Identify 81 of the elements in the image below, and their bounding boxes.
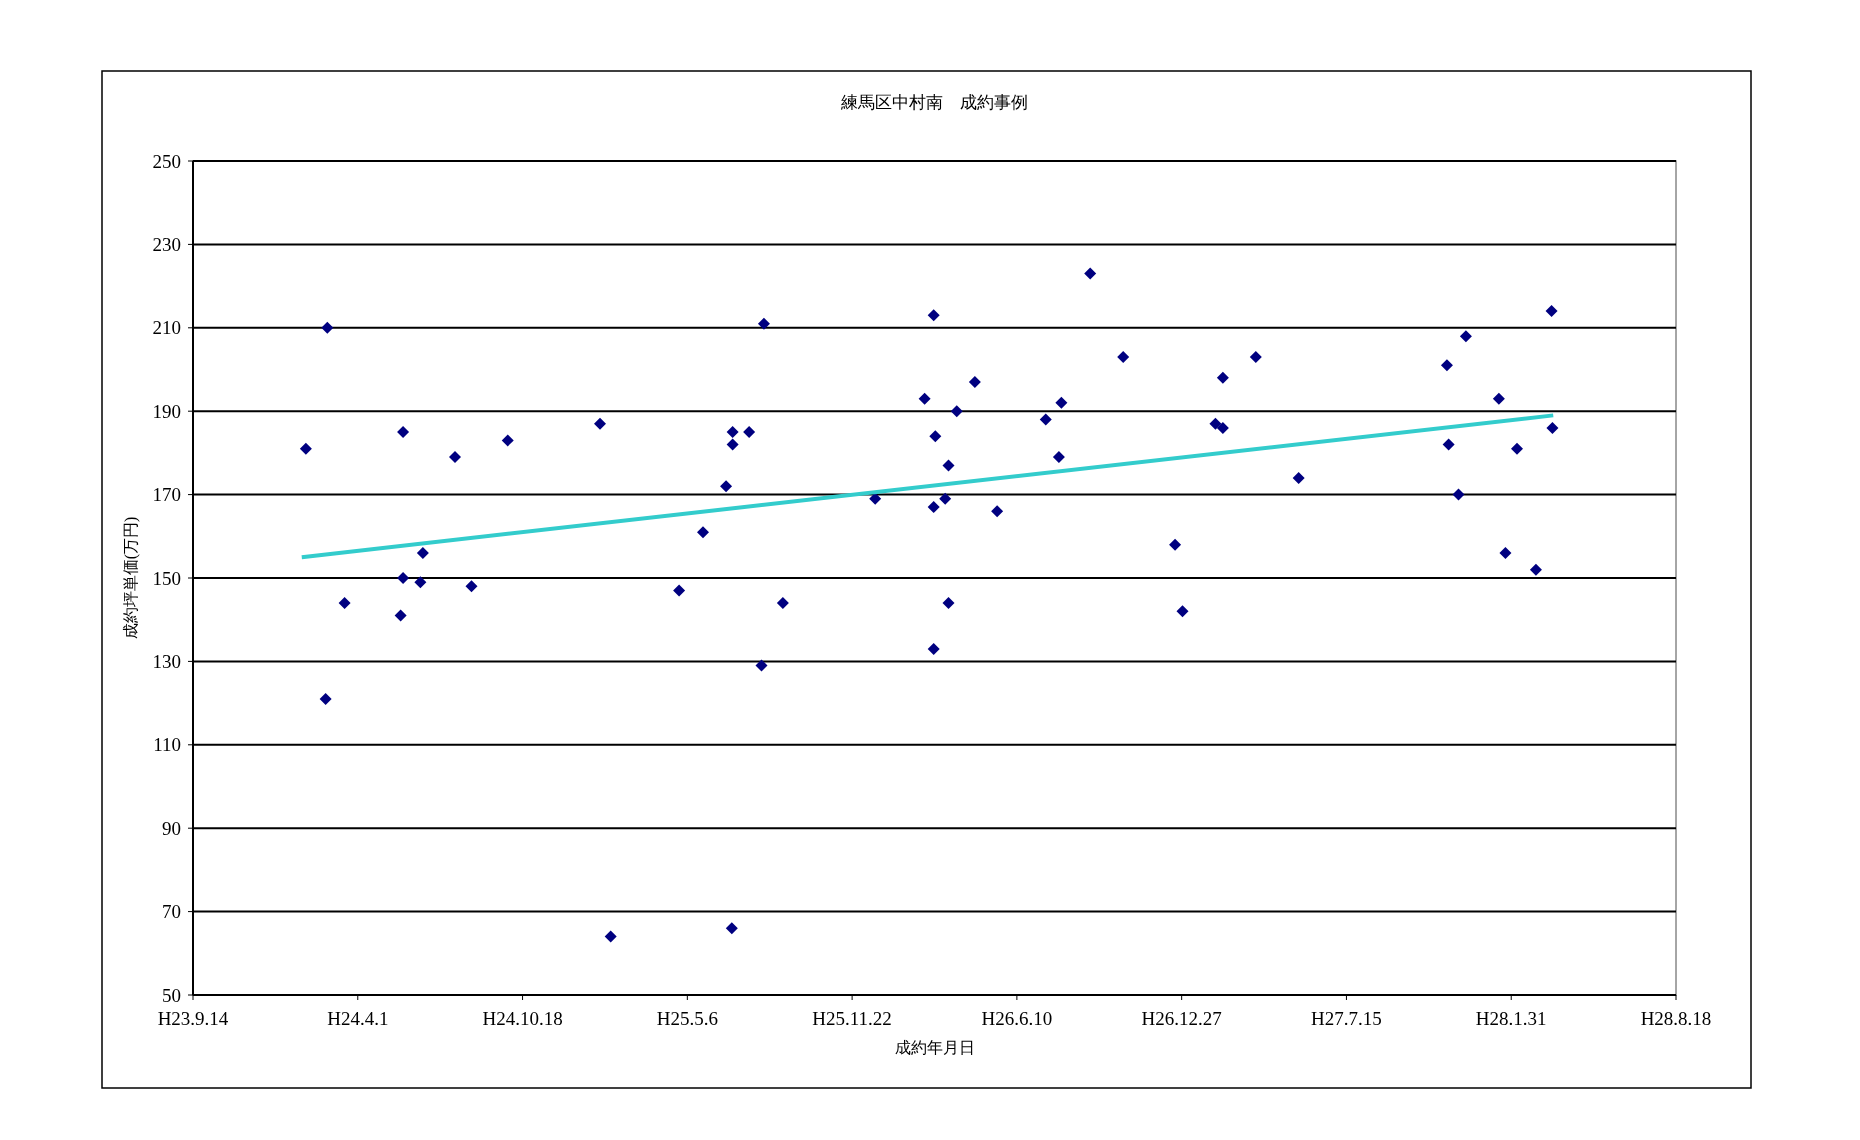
- point: [1499, 546, 1512, 559]
- point: [1176, 605, 1189, 618]
- point: [929, 430, 942, 443]
- point: [1117, 350, 1130, 363]
- point: [416, 546, 429, 559]
- y-tick-label: 150: [152, 567, 181, 589]
- point: [449, 451, 461, 464]
- point: [1452, 488, 1465, 501]
- point: [1055, 396, 1068, 409]
- point: [501, 434, 514, 447]
- point: [1529, 563, 1542, 576]
- x-tick-label: H26.6.10: [981, 1008, 1053, 1029]
- x-tick-label: H26.12.27: [1141, 1008, 1222, 1029]
- point: [299, 442, 312, 455]
- y-tick-label: 250: [152, 150, 181, 172]
- x-tick-label: H23.9.14: [157, 1008, 229, 1029]
- point: [1442, 438, 1455, 451]
- x-tick-label: H25.11.22: [812, 1008, 892, 1029]
- x-tick-label: H25.5.6: [656, 1008, 718, 1029]
- point: [1459, 330, 1472, 343]
- y-tick-label: 50: [162, 984, 181, 1006]
- y-tick-label: 70: [162, 901, 181, 923]
- x-tick-label: H27.7.15: [1311, 1008, 1382, 1029]
- point: [743, 426, 756, 439]
- y-tick-label: 190: [152, 400, 181, 422]
- chart-title: 練馬区中村南 成約事例: [840, 93, 1028, 112]
- point: [918, 392, 931, 405]
- point: [757, 317, 770, 330]
- point: [673, 584, 686, 597]
- point: [1039, 413, 1052, 426]
- point: [1510, 442, 1523, 455]
- point: [1249, 350, 1262, 363]
- point: [465, 580, 478, 593]
- point: [927, 501, 940, 514]
- point: [927, 309, 940, 322]
- point: [1209, 417, 1222, 430]
- x-axis-title: 成約年月日: [894, 1039, 975, 1056]
- y-tick-label: 210: [152, 317, 181, 339]
- point: [338, 597, 351, 610]
- y-tick-label: 130: [152, 651, 181, 673]
- point: [414, 576, 427, 589]
- point: [968, 376, 981, 389]
- point: [394, 609, 407, 622]
- point: [1492, 392, 1505, 405]
- y-tick-label: 230: [152, 234, 181, 256]
- y-tick-label: 90: [162, 817, 181, 839]
- point: [776, 597, 789, 610]
- point: [726, 426, 739, 439]
- point: [696, 526, 709, 539]
- point: [942, 597, 955, 610]
- y-tick-label: 110: [153, 734, 181, 756]
- point: [1292, 471, 1305, 484]
- x-tick-label: H28.1.31: [1475, 1008, 1547, 1029]
- point: [1169, 538, 1182, 551]
- point: [1084, 267, 1097, 280]
- point: [397, 572, 410, 584]
- point: [950, 405, 963, 418]
- point: [1052, 451, 1065, 464]
- point: [939, 492, 952, 505]
- point: [726, 438, 739, 451]
- point: [720, 480, 733, 493]
- point: [991, 505, 1004, 518]
- point: [319, 692, 332, 705]
- y-axis-title: 成約坪単価(万円): [122, 516, 140, 640]
- x-tick-label: H24.4.1: [327, 1008, 389, 1029]
- point: [927, 642, 940, 655]
- point: [942, 459, 955, 472]
- x-tick-label: H24.10.18: [482, 1008, 563, 1029]
- point: [397, 426, 410, 439]
- point: [1545, 305, 1558, 318]
- x-tick-label: H28.8.18: [1640, 1008, 1712, 1029]
- point: [1216, 371, 1229, 384]
- point: [1440, 359, 1453, 372]
- point: [321, 321, 334, 334]
- point: [594, 417, 606, 430]
- point: [604, 930, 617, 943]
- point: [1216, 421, 1229, 434]
- point: [725, 922, 738, 935]
- point: [755, 659, 768, 672]
- point: [1546, 421, 1559, 434]
- y-tick-label: 170: [152, 484, 181, 506]
